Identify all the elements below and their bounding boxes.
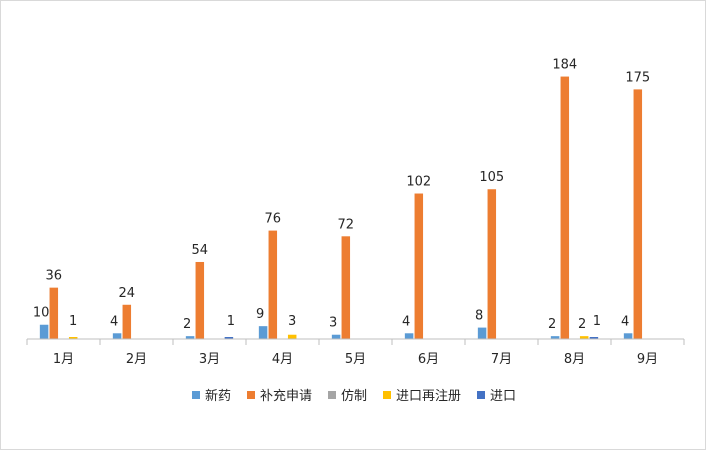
x-tick-label-1: 1月	[53, 352, 74, 367]
data-label-buchong-5: 72	[338, 217, 355, 232]
legend-label-fangzhi: 仿制	[341, 389, 367, 404]
legend-label-xinyao: 新药	[205, 388, 231, 404]
x-tick-label-3: 3月	[199, 352, 220, 367]
data-label-xinyao-8: 2	[548, 317, 556, 332]
bar-buchong-6	[414, 193, 424, 339]
bar-jinkou-zaizhuce-4	[287, 334, 297, 339]
x-tick-label-6: 6月	[418, 352, 439, 367]
legend-swatch-jinkou-zaizhuce	[383, 391, 391, 399]
bar-buchong-5	[341, 236, 351, 339]
x-tick-label-2: 2月	[126, 352, 147, 367]
x-tick-label-5: 5月	[345, 352, 366, 367]
legend-swatch-jinkou	[477, 391, 485, 399]
bar-buchong-4	[268, 230, 278, 339]
bar-buchong-8	[560, 76, 570, 339]
legend-item-buchong: 补充申请	[247, 388, 312, 404]
bar-buchong-2	[122, 304, 132, 339]
bar-jinkou-8	[589, 337, 599, 339]
legend-swatch-fangzhi	[328, 391, 336, 399]
data-label-jinkou-zaizhuce-8: 2	[578, 317, 586, 332]
x-tick-label-4: 4月	[272, 352, 293, 367]
data-label-jinkou-3: 1	[227, 314, 235, 329]
legend-item-jinkou-zaizhuce: 进口再注册	[383, 389, 461, 404]
legend-item-xinyao: 新药	[192, 388, 231, 404]
bar-buchong-7	[487, 189, 497, 339]
data-label-buchong-3: 54	[192, 243, 209, 258]
data-label-xinyao-6: 4	[402, 314, 410, 329]
legend-swatch-xinyao	[192, 391, 200, 399]
bar-xinyao-8	[550, 336, 560, 339]
data-label-xinyao-2: 4	[110, 314, 118, 329]
legend-label-jinkou: 进口	[490, 389, 516, 404]
legend-label-buchong: 补充申请	[260, 388, 312, 404]
data-label-jinkou-zaizhuce-4: 3	[288, 314, 296, 329]
bar-xinyao-2	[112, 333, 122, 339]
bar-xinyao-1	[39, 324, 49, 339]
bar-jinkou-3	[224, 337, 234, 339]
legend-item-fangzhi: 仿制	[328, 389, 367, 404]
data-label-xinyao-7: 8	[475, 309, 483, 324]
bar-jinkou-zaizhuce-1	[68, 337, 78, 339]
bar-buchong-1	[49, 287, 59, 339]
data-label-jinkou-zaizhuce-1: 1	[69, 314, 77, 329]
data-label-buchong-1: 36	[46, 269, 63, 284]
data-label-buchong-6: 102	[406, 175, 431, 190]
data-label-buchong-8: 184	[552, 58, 577, 73]
data-label-xinyao-4: 9	[256, 307, 264, 322]
legend: 新药 补充申请 仿制 进口再注册 进口	[192, 388, 516, 404]
legend-item-jinkou: 进口	[477, 389, 516, 404]
x-axis: 1月 2月 3月 4月 5月 6月 7月 8月 9月	[26, 338, 685, 367]
data-label-jinkou-8: 1	[593, 314, 601, 329]
x-tick-label-7: 7月	[491, 352, 512, 367]
bar-jinkou-zaizhuce-8	[579, 336, 589, 339]
data-label-xinyao-3: 2	[183, 317, 191, 332]
bar-xinyao-6	[404, 333, 414, 339]
data-label-buchong-9: 175	[625, 70, 650, 85]
bar-xinyao-9	[623, 333, 633, 339]
bar-xinyao-4	[258, 326, 268, 339]
legend-label-jinkou-zaizhuce: 进口再注册	[396, 389, 461, 404]
data-label-xinyao-9: 4	[621, 314, 629, 329]
bar-xinyao-3	[185, 336, 195, 339]
x-tick-label-8: 8月	[564, 352, 585, 367]
bar-buchong-3	[195, 261, 205, 339]
data-label-buchong-4: 76	[265, 212, 282, 227]
bar-xinyao-7	[477, 327, 487, 339]
data-label-xinyao-1: 10	[33, 306, 50, 321]
data-label-buchong-2: 24	[119, 286, 136, 301]
bar-buchong-9	[633, 89, 643, 339]
data-label-buchong-7: 105	[479, 170, 504, 185]
data-label-xinyao-5: 3	[329, 316, 337, 331]
bars-layer	[39, 76, 643, 339]
bar-xinyao-5	[331, 334, 341, 339]
legend-swatch-buchong	[247, 391, 255, 399]
x-tick-label-9: 9月	[637, 352, 658, 367]
